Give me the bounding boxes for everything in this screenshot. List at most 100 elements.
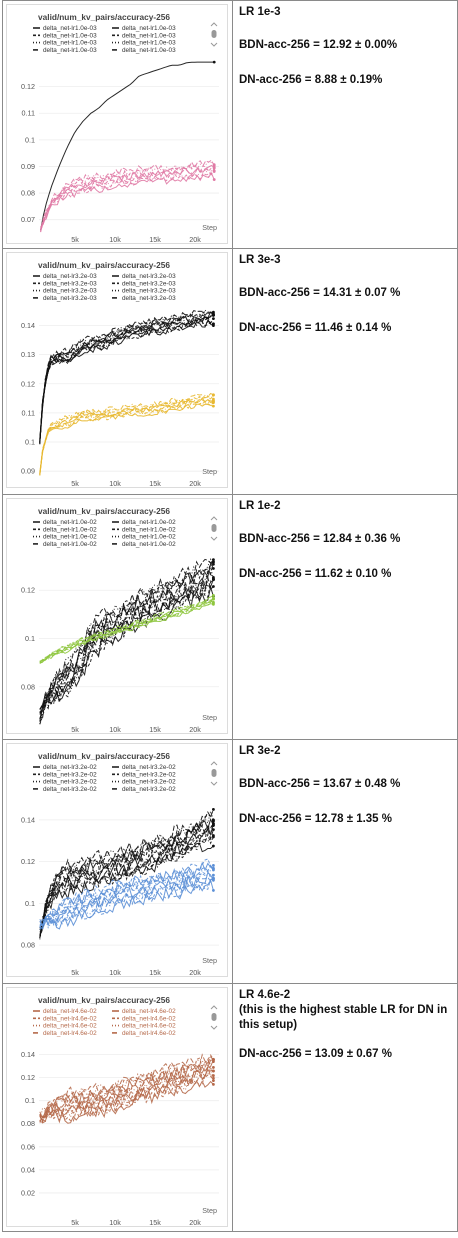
- result-text-cell: LR 3e-3 BDN-acc-256 = 14.31 ± 0.07 % DN-…: [231, 248, 458, 495]
- chart-title: valid/num_kv_pairs/accuracy-256: [38, 995, 170, 1005]
- scrollbar-thumb: [211, 1013, 217, 1021]
- series-line: [40, 171, 215, 230]
- x-tick-label: 5k: [71, 725, 79, 733]
- series-line: [39, 310, 214, 443]
- metric-line: DN-acc-256 = 11.46 ± 0.14 %: [238, 322, 392, 334]
- legend-entry: delta_net-lr3.2e-02: [122, 786, 176, 793]
- series-end-marker: [212, 562, 215, 566]
- y-tick-label: 0.11: [22, 408, 35, 417]
- x-tick-label: 15k: [149, 725, 161, 733]
- series-end-marker: [212, 878, 215, 882]
- legend-entry: delta_net-lr4.6e-02: [122, 1023, 176, 1030]
- series-line: [39, 1069, 214, 1118]
- series-line: [39, 1074, 214, 1123]
- series-line: [40, 164, 215, 231]
- series-line: [40, 167, 215, 231]
- legend-entry: delta_net-lr3.2e-02: [43, 771, 97, 778]
- legend-entry: delta_net-lr3.2e-02: [43, 779, 97, 786]
- legend-entry: delta_net-lr1.0e-02: [43, 534, 97, 541]
- series-line: [40, 161, 215, 232]
- x-tick-label: 10k: [109, 968, 121, 976]
- legend-entry: delta_net-lr4.6e-02: [43, 1015, 97, 1022]
- series-end-marker: [212, 876, 215, 880]
- x-tick-label: 15k: [149, 968, 161, 976]
- series-line: [39, 394, 214, 474]
- metric-line: DN-acc-256 = 13.09 ± 0.67 %: [238, 1048, 393, 1060]
- scrollbar-thumb: [211, 769, 217, 777]
- x-tick-label: 20k: [189, 725, 201, 733]
- metric-line: BDN-acc-256 = 12.84 ± 0.36 %: [238, 533, 401, 545]
- series-end-marker: [212, 828, 215, 832]
- series-line: [39, 1066, 214, 1124]
- legend-entry: delta_net-lr3.2e-03: [122, 273, 176, 280]
- x-tick-label: 15k: [149, 235, 161, 243]
- legend-entry: delta_net-lr1.0e-03: [122, 47, 176, 54]
- y-tick-label: 0.1: [25, 438, 35, 447]
- series-line: [39, 314, 214, 445]
- legend-entry: delta_net-lr1.0e-03: [43, 40, 97, 47]
- line-chart: valid/num_kv_pairs/accuracy-256 delta_net…: [21, 751, 219, 977]
- y-tick-label: 0.12: [21, 379, 35, 388]
- y-tick-label: 0.11: [22, 109, 35, 118]
- legend-entry: delta_net-lr4.6e-02: [122, 1015, 176, 1022]
- lr-label: LR 1e-2: [238, 500, 281, 512]
- series-line: [40, 61, 215, 231]
- metric-line: BDN-acc-256 = 14.31 ± 0.07 %: [238, 287, 401, 299]
- legend-entry: delta_net-lr3.2e-03: [43, 295, 97, 302]
- series-line: [39, 1053, 214, 1123]
- series-end-marker: [212, 311, 215, 315]
- scrollbar-thumb: [211, 524, 217, 532]
- legend-entry: delta_net-lr3.2e-03: [122, 280, 176, 287]
- legend-entry: delta_net-lr1.0e-02: [43, 519, 97, 526]
- series-line: [39, 400, 214, 475]
- series-line: [39, 861, 214, 927]
- series-line: [39, 1079, 214, 1124]
- series-end-marker: [212, 867, 215, 871]
- y-tick-label: 0.08: [21, 189, 35, 198]
- table-row: valid/num_kv_pairs/accuracy-256 delta_net…: [2, 983, 458, 1232]
- series-line: [39, 577, 214, 722]
- lr-note: (this is the highest stable LR for DN in…: [238, 1004, 448, 1031]
- series-line: [39, 603, 214, 664]
- chevron-up-icon: [210, 761, 218, 766]
- x-tick-label: 10k: [109, 235, 121, 243]
- chart-panel: valid/num_kv_pairs/accuracy-256 delta_net…: [6, 987, 228, 1227]
- series-end-marker: [212, 889, 215, 892]
- x-tick-label: 10k: [109, 1218, 121, 1226]
- series-line: [39, 865, 214, 929]
- chart-panel: valid/num_kv_pairs/accuracy-256 delta_net…: [6, 252, 228, 488]
- series-line: [39, 879, 214, 930]
- legend-entry: delta_net-lr3.2e-03: [43, 288, 97, 295]
- legend-entry: delta_net-lr3.2e-03: [43, 280, 97, 287]
- y-tick-label: 0.14: [21, 1050, 35, 1059]
- y-tick-label: 0.13: [21, 350, 35, 359]
- metric-line: DN-acc-256 = 8.88 ± 0.19%: [238, 74, 383, 86]
- y-tick-label: 0.09: [21, 467, 35, 476]
- legend-entry: delta_net-lr1.0e-03: [43, 25, 97, 32]
- x-tick-label: 20k: [189, 479, 201, 487]
- legend-entry: delta_net-lr3.2e-02: [122, 771, 176, 778]
- chart-panel: valid/num_kv_pairs/accuracy-256 delta_net…: [6, 4, 228, 244]
- x-tick-label: 20k: [189, 235, 201, 243]
- y-tick-label: 0.12: [21, 82, 35, 91]
- series-line: [39, 818, 214, 938]
- legend-entry: delta_net-lr1.0e-03: [122, 40, 176, 47]
- series-line: [39, 1054, 214, 1123]
- y-tick-label: 0.12: [21, 1073, 35, 1082]
- series-line: [39, 1063, 214, 1123]
- x-tick-label: 10k: [109, 479, 121, 487]
- legend-entry: delta_net-lr1.0e-03: [122, 32, 176, 39]
- line-chart: valid/num_kv_pairs/accuracy-256 delta_net…: [21, 12, 219, 244]
- y-tick-label: 0.08: [21, 682, 35, 691]
- y-tick-label: 0.12: [21, 857, 35, 866]
- series-line: [40, 159, 215, 229]
- x-axis-label: Step: [202, 1206, 217, 1215]
- series-end-marker: [212, 322, 215, 326]
- table-row: valid/num_kv_pairs/accuracy-256 delta_net…: [2, 739, 458, 984]
- series-end-marker: [212, 818, 215, 822]
- legend-entry: delta_net-lr3.2e-03: [122, 288, 176, 295]
- series-end-marker: [212, 1076, 215, 1080]
- y-tick-label: 0.07: [21, 215, 35, 224]
- y-tick-label: 0.14: [21, 321, 35, 330]
- series-line: [39, 598, 214, 662]
